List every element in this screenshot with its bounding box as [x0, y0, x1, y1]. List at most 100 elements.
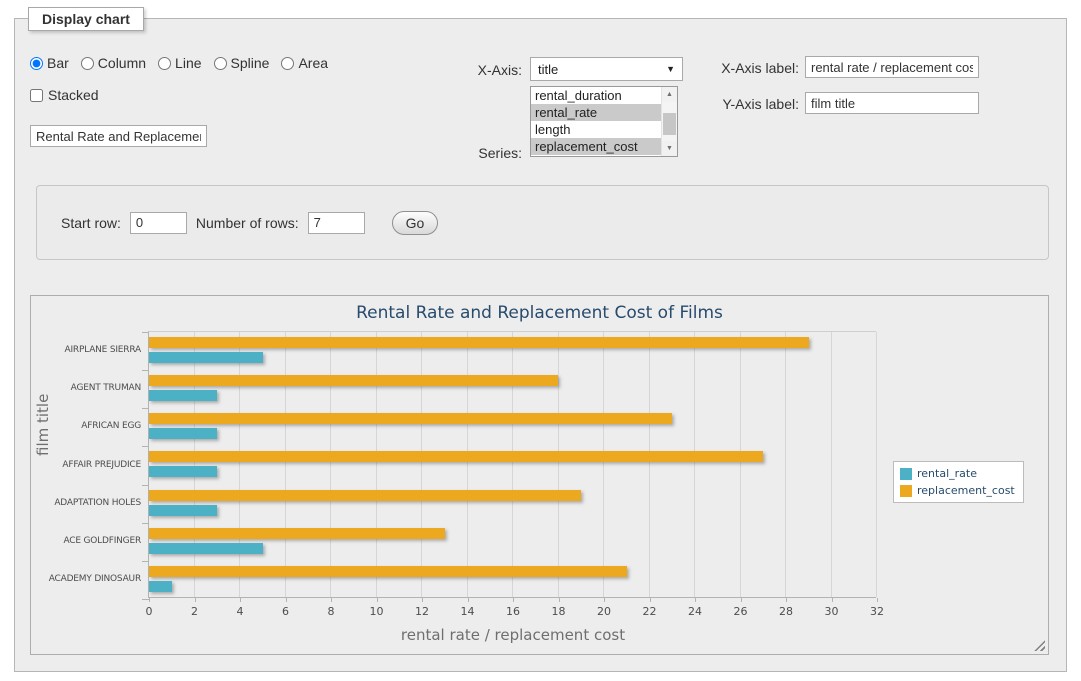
bar-rental_rate: [149, 352, 263, 363]
start-row-label: Start row:: [61, 214, 121, 231]
bar-replacement_cost: [149, 413, 672, 424]
series-option-length[interactable]: length: [535, 122, 571, 137]
y-axis-tick: [142, 599, 149, 600]
start-row-input[interactable]: [129, 211, 187, 234]
x-axis-tick-label: 14: [460, 605, 475, 618]
chart-title-input[interactable]: [30, 125, 207, 147]
chart-type-label: Column: [97, 55, 147, 71]
x-axis-tick: [194, 598, 196, 602]
series-option-rental-rate[interactable]: rental_rate: [531, 104, 677, 121]
category-label: ACE GOLDFINGER: [63, 536, 141, 546]
category-label: AGENT TRUMAN: [70, 383, 142, 393]
bar-rental_rate: [149, 543, 263, 554]
x-axis-tick: [604, 598, 605, 602]
chart-type-radio-spline[interactable]: [213, 56, 227, 70]
gridline: [466, 332, 468, 597]
x-axis-select[interactable]: title ▼: [530, 57, 683, 81]
x-axis-tick-label: 16: [506, 605, 520, 618]
legend-item-replacement_cost[interactable]: replacement_cost: [900, 484, 1015, 497]
chart-type-option-column[interactable]: Column: [80, 55, 147, 71]
category-label: AIRPLANE SIERRA: [64, 345, 141, 355]
chevron-down-icon: ▼: [666, 64, 675, 74]
scroll-up-icon[interactable]: ▲: [662, 87, 677, 102]
x-axis-tick: [240, 598, 241, 602]
x-axis-tick-label: 24: [688, 605, 702, 618]
y-axis-tick: [142, 332, 149, 333]
display-chart-fieldset: Display chart Bar Column Line Spline Are…: [14, 7, 1067, 672]
gridline: [785, 332, 786, 597]
bar-replacement_cost: [149, 528, 445, 539]
chart-type-label: Bar: [47, 55, 69, 71]
resize-grip-icon[interactable]: [1034, 640, 1045, 651]
bar-rental_rate: [149, 581, 172, 592]
legend-item-rental_rate[interactable]: rental_rate: [900, 467, 1015, 480]
series-option-replacement-cost[interactable]: replacement_cost: [531, 138, 677, 155]
x-axis-label-input[interactable]: [805, 56, 979, 78]
chart-title: Rental Rate and Replacement Cost of Film…: [356, 303, 723, 323]
x-axis-tick: [513, 598, 514, 602]
gridline: [421, 332, 422, 597]
bar-replacement_cost: [149, 375, 558, 386]
series-listbox[interactable]: rental_duration rental_rate length repla…: [530, 86, 678, 157]
category-label: ACADEMY DINOSAUR: [48, 574, 141, 584]
chart-type-option-area[interactable]: Area: [281, 55, 328, 71]
x-axis-tick: [786, 598, 787, 602]
go-button[interactable]: Go: [391, 210, 439, 235]
chart-type-option-bar[interactable]: Bar: [30, 55, 69, 71]
chart-type-label: Line: [175, 55, 202, 71]
gridline: [512, 332, 513, 597]
scroll-down-icon[interactable]: ▼: [662, 141, 677, 156]
x-axis-tick-label: 10: [369, 605, 384, 618]
chart-container: Rental Rate and Replacement Cost of Film…: [30, 295, 1049, 655]
stacked-checkbox[interactable]: [30, 88, 43, 102]
x-axis-tick: [467, 598, 469, 602]
gridline: [284, 332, 286, 597]
y-axis-tick: [142, 485, 149, 486]
x-axis-tick: [376, 598, 378, 602]
y-axis-tick: [142, 446, 149, 447]
x-axis-tick-label: 20: [597, 605, 611, 618]
legend-label: rental_rate: [917, 467, 977, 480]
series-option-rental-duration[interactable]: rental_duration: [535, 88, 622, 103]
listbox-scrollbar[interactable]: ▲ ▼: [661, 87, 677, 156]
gridline: [739, 332, 741, 597]
x-axis-tick-label: 30: [824, 605, 839, 618]
scrollbar-thumb[interactable]: [663, 113, 676, 135]
y-axis-tick: [142, 561, 149, 562]
category-label: ADAPTATION HOLES: [54, 498, 141, 508]
gridline: [330, 332, 331, 597]
x-axis-tick: [422, 598, 423, 602]
stacked-row: Stacked: [30, 87, 99, 103]
chart-type-option-line[interactable]: Line: [158, 55, 202, 71]
x-axis-tick: [558, 598, 560, 602]
y-axis-label-caption: Y-Axis label:: [722, 96, 799, 112]
x-axis-selected-value: title: [538, 61, 559, 77]
legend-swatch-icon: [900, 467, 912, 480]
x-axis-tick-label: 22: [642, 605, 657, 618]
gridline: [193, 332, 195, 597]
fieldset-legend-title: Display chart: [28, 7, 144, 31]
y-axis-tick: [142, 408, 149, 409]
x-axis-tick-label: 32: [870, 605, 884, 618]
bar-replacement_cost: [149, 566, 627, 577]
bar-rental_rate: [149, 390, 217, 401]
chart-type-radio-area[interactable]: [281, 56, 295, 70]
gridline: [830, 332, 832, 597]
bar-rental_rate: [149, 505, 217, 516]
x-axis-tick: [831, 598, 833, 602]
stacked-label[interactable]: Stacked: [48, 87, 99, 103]
chart-type-radio-column[interactable]: [80, 56, 94, 70]
x-axis-tick-label: 18: [551, 605, 566, 618]
y-axis-label-input[interactable]: [805, 92, 979, 114]
y-axis-tick: [142, 370, 149, 371]
x-axis-tick-label: 28: [779, 605, 793, 618]
x-axis-tick-label: 4: [236, 605, 244, 618]
gridline: [876, 332, 877, 597]
number-of-rows-input[interactable]: [307, 211, 365, 234]
gridline: [239, 332, 240, 597]
row-range-panel: Start row: Number of rows: Go: [36, 185, 1049, 260]
chart-type-radio-bar[interactable]: [30, 56, 43, 70]
y-axis-tick: [142, 523, 149, 524]
chart-type-option-spline[interactable]: Spline: [213, 55, 269, 71]
chart-type-radio-line[interactable]: [158, 56, 172, 70]
